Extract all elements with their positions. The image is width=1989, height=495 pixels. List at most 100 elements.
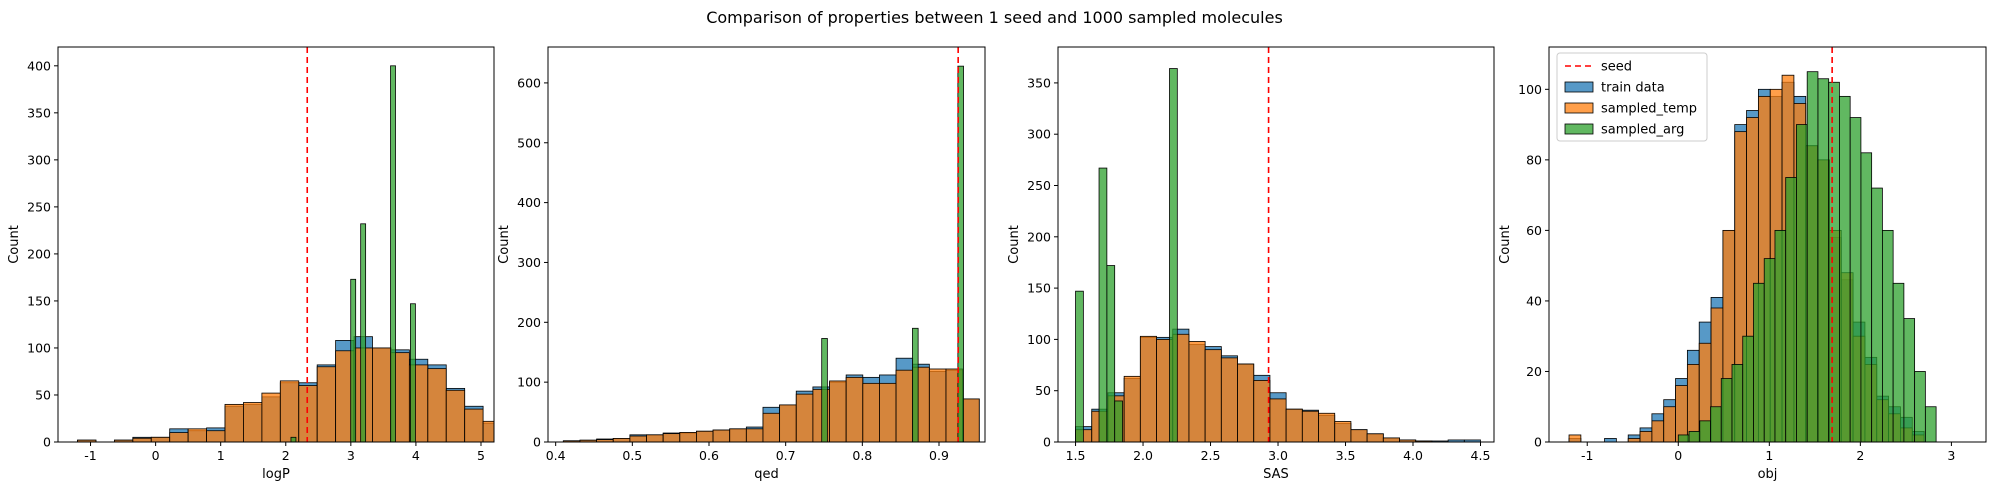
histogram-bar bbox=[1366, 433, 1384, 442]
histogram-bar bbox=[1188, 341, 1206, 442]
legend-box bbox=[1556, 52, 1708, 142]
y-tick-label: 150 bbox=[27, 293, 51, 308]
legend: seed train data sampled_temp sampled_arg bbox=[1556, 52, 1708, 142]
legend-label: train data bbox=[1601, 81, 1665, 96]
histogram-bar bbox=[1774, 229, 1787, 442]
histogram-bar bbox=[745, 428, 764, 442]
plot-area bbox=[1075, 47, 1481, 442]
histogram-bar bbox=[1114, 400, 1123, 442]
x-tick-label: 1.5 bbox=[1066, 448, 1086, 463]
histogram-bar bbox=[390, 65, 396, 442]
histogram-bar bbox=[1849, 117, 1862, 442]
histogram-bar bbox=[729, 428, 747, 442]
histogram-bar bbox=[1731, 364, 1744, 442]
histogram-bar bbox=[928, 368, 947, 442]
histogram-bar bbox=[1699, 420, 1711, 442]
histogram-bar bbox=[132, 437, 152, 442]
histogram-bar bbox=[829, 380, 847, 442]
histogram-bar bbox=[1796, 124, 1808, 442]
y-tick-label: 350 bbox=[27, 105, 51, 120]
y-tick-label: 40 bbox=[1526, 293, 1542, 308]
axes-frame bbox=[1548, 46, 1987, 443]
histogram-bar bbox=[243, 402, 263, 442]
histogram-bar bbox=[1675, 385, 1688, 442]
histogram-bar bbox=[1806, 71, 1819, 442]
series-sampled-arg bbox=[821, 65, 964, 442]
histogram-bar bbox=[350, 278, 357, 442]
histogram-bar bbox=[372, 347, 392, 442]
histogram-bar bbox=[1627, 438, 1641, 442]
histogram-bar bbox=[1860, 152, 1873, 442]
y-tick-label: 400 bbox=[517, 195, 541, 210]
histogram-bar bbox=[1269, 398, 1287, 442]
x-tick-label: 0.4 bbox=[546, 448, 566, 463]
histogram-bar bbox=[224, 403, 244, 442]
histogram-bar bbox=[1318, 412, 1336, 442]
histogram-bar bbox=[895, 369, 914, 442]
x-axis-label: obj bbox=[1758, 467, 1778, 482]
histogram-bar bbox=[77, 439, 97, 442]
legend-label: seed bbox=[1601, 60, 1632, 75]
histogram-bar bbox=[1098, 167, 1108, 442]
histogram-bar bbox=[464, 408, 484, 442]
histogram-bar bbox=[410, 303, 416, 442]
histogram-bar bbox=[290, 436, 297, 442]
histogram-bar bbox=[1651, 420, 1665, 442]
y-tick-label: 100 bbox=[1518, 82, 1542, 97]
y-tick-label: 200 bbox=[1027, 229, 1051, 244]
histogram-bar bbox=[261, 392, 281, 442]
y-tick-label: 500 bbox=[517, 135, 541, 150]
histogram-bar bbox=[612, 438, 631, 442]
legend-patch-icon bbox=[1564, 123, 1594, 135]
y-axis-label: Count bbox=[1498, 225, 1513, 264]
histogram-bar bbox=[206, 430, 226, 442]
histogram-bar bbox=[912, 327, 919, 442]
histogram-bar bbox=[1075, 290, 1084, 442]
x-tick-label: 2.5 bbox=[1201, 448, 1221, 463]
y-tick-label: 100 bbox=[517, 375, 541, 390]
y-tick-label: 0 bbox=[43, 435, 51, 450]
y-axis-label: Count bbox=[7, 225, 22, 264]
histogram-bar bbox=[1639, 431, 1653, 442]
histogram-bar bbox=[502, 434, 520, 442]
histogram-bar bbox=[1350, 429, 1368, 442]
histogram-bar bbox=[482, 420, 494, 442]
x-tick-label: 0.6 bbox=[699, 448, 719, 463]
axes-frame bbox=[547, 46, 986, 443]
histogram-bar bbox=[445, 389, 466, 442]
histogram-bar bbox=[1301, 410, 1319, 442]
y-tick-label: 250 bbox=[1027, 178, 1051, 193]
y-tick-label: 250 bbox=[27, 199, 51, 214]
x-tick-label: 4.5 bbox=[1471, 448, 1491, 463]
x-tick-label: 0 bbox=[1674, 448, 1682, 463]
legend-label: sampled_temp bbox=[1601, 102, 1697, 117]
x-tick-label: 0 bbox=[152, 448, 160, 463]
histogram-bar bbox=[1677, 434, 1690, 442]
histogram-bar bbox=[1253, 380, 1271, 442]
x-tick-label: 2.0 bbox=[1133, 448, 1153, 463]
histogram-bar bbox=[629, 435, 647, 442]
x-tick-label: 1 bbox=[1765, 448, 1773, 463]
x-axis-label: SAS bbox=[1263, 467, 1289, 482]
x-tick-label: 0.5 bbox=[622, 448, 642, 463]
y-tick-label: 100 bbox=[27, 340, 51, 355]
histogram-bar bbox=[316, 366, 337, 442]
y-tick-label: 200 bbox=[517, 315, 541, 330]
histogram-bar bbox=[427, 368, 447, 442]
x-tick-label: 4.0 bbox=[1403, 448, 1423, 463]
x-tick-label: 0.7 bbox=[776, 448, 796, 463]
histogram-bar bbox=[1924, 406, 1937, 442]
histogram-bar bbox=[646, 434, 664, 442]
histogram-bar bbox=[795, 393, 814, 442]
histogram-bar bbox=[169, 432, 189, 442]
plot-area bbox=[1568, 47, 1937, 442]
axes-frame bbox=[57, 46, 495, 443]
histogram-bar bbox=[712, 429, 731, 442]
y-axis-label: Count bbox=[1007, 225, 1022, 264]
histogram-bar bbox=[1785, 177, 1797, 442]
histogram-bar bbox=[1237, 363, 1255, 442]
histogram-bar bbox=[1604, 438, 1617, 442]
y-axis-label: Count bbox=[497, 225, 512, 264]
x-tick-label: 1 bbox=[217, 448, 225, 463]
chart-panel-obj: -1 0 1 2 3 0 20 40 60 80 100 obj Count bbox=[1498, 46, 1987, 482]
